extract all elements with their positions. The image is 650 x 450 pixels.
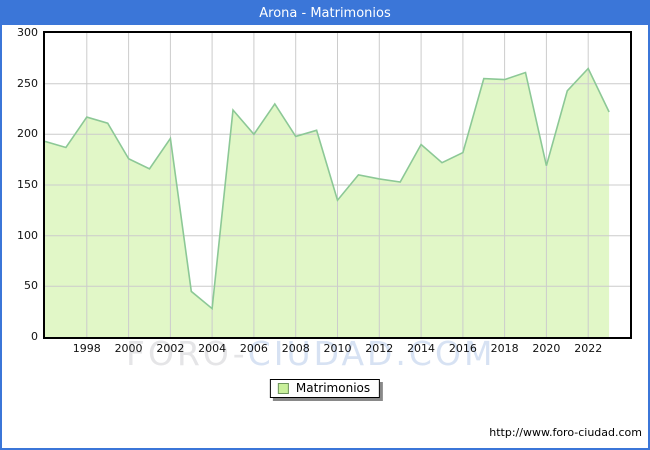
- y-tick-label: 100: [17, 228, 38, 242]
- y-tick-label: 150: [17, 178, 38, 191]
- chart-title: Arona - Matrimonios: [2, 2, 648, 25]
- area-outline: [45, 67, 610, 311]
- watermark-blue-part: CIUDAD.COM: [247, 334, 496, 373]
- y-tick-label: 0: [31, 330, 38, 343]
- legend-swatch: [277, 383, 289, 394]
- chart-svg: [45, 33, 630, 337]
- y-tick-label: 200: [17, 127, 38, 141]
- y-tick-label: 300: [17, 26, 38, 39]
- x-tick-label: 2020: [532, 342, 561, 355]
- watermark: FORO-CIUDAD.COM: [126, 334, 495, 374]
- x-tick-label: 1998: [72, 342, 101, 355]
- plot-area: [43, 31, 632, 339]
- x-tick-label: 2022: [574, 342, 603, 355]
- watermark-gray-part: FORO-: [126, 334, 248, 373]
- source-url: http://www.foro-ciudad.com: [489, 426, 642, 439]
- legend-label: Matrimonios: [295, 381, 371, 395]
- y-tick-label: 50: [24, 279, 38, 293]
- legend-box: Matrimonios: [269, 379, 381, 398]
- area-fill: [45, 68, 610, 337]
- y-tick-label: 250: [17, 76, 38, 90]
